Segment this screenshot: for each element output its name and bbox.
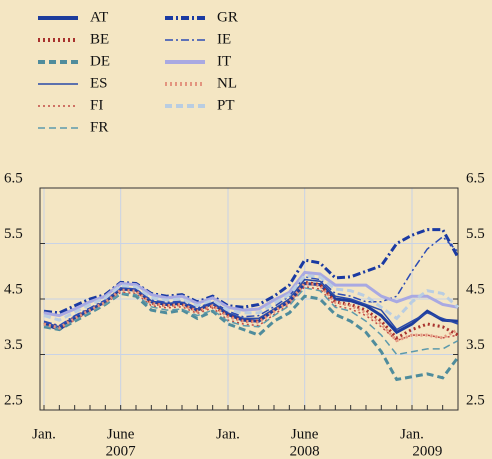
y2-tick-label: 3.5 <box>466 337 485 353</box>
legend-label: FR <box>90 119 108 135</box>
y-tick-label: 3.5 <box>4 337 23 353</box>
legend-label: NL <box>217 75 237 91</box>
y-tick-label: 5.5 <box>4 226 23 242</box>
legend-label: GR <box>217 9 238 25</box>
year-label: 2008 <box>290 443 320 459</box>
y2-tick-label: 2.5 <box>466 392 485 408</box>
year-label: 2007 <box>106 443 137 459</box>
y2-tick-label: 5.5 <box>466 226 485 242</box>
y2-tick-label: 4.5 <box>466 281 485 297</box>
legend-label: FI <box>90 97 103 113</box>
legend-label: PT <box>217 97 235 113</box>
y2-tick-label: 6.5 <box>466 170 485 186</box>
series-line <box>43 270 459 318</box>
y-tick-label: 4.5 <box>4 281 23 297</box>
legend-label: IT <box>217 53 231 69</box>
y-tick-label: 6.5 <box>4 170 23 186</box>
legend-label: IE <box>217 31 231 47</box>
x-tick-label: June <box>291 426 319 442</box>
legend-label: ES <box>90 75 108 91</box>
series-line <box>43 291 460 382</box>
x-tick-label: June <box>107 426 135 442</box>
x-tick-label: Jan. <box>400 426 424 442</box>
x-tick-label: Jan. <box>32 426 56 442</box>
legend-label: BE <box>90 31 109 47</box>
series-line <box>43 278 459 331</box>
series-line <box>43 281 459 335</box>
series-line <box>43 228 460 315</box>
year-label: 2009 <box>412 443 442 459</box>
legend-label: DE <box>90 53 110 69</box>
x-tick-label: Jan. <box>216 426 240 442</box>
legend-label: AT <box>90 9 108 25</box>
y-tick-label: 2.5 <box>4 392 23 408</box>
series-line <box>43 274 460 322</box>
series-line <box>43 280 459 340</box>
series-line <box>43 287 459 356</box>
